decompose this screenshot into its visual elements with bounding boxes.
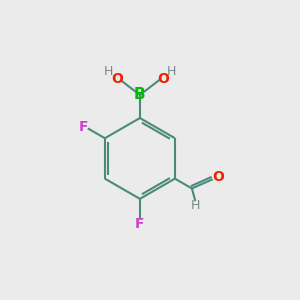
Text: H: H <box>167 64 176 78</box>
Text: O: O <box>157 71 169 85</box>
Text: H: H <box>103 64 113 78</box>
Text: F: F <box>79 120 88 134</box>
Text: B: B <box>134 87 146 102</box>
Text: O: O <box>212 170 224 184</box>
Text: F: F <box>135 217 145 231</box>
Text: H: H <box>191 199 200 212</box>
Text: O: O <box>111 71 123 85</box>
